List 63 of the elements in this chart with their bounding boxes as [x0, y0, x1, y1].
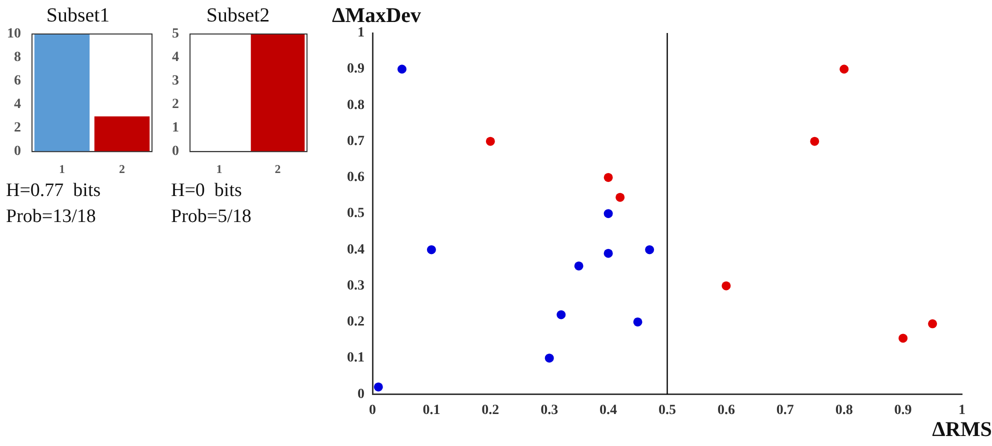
y-tick-label: 0.9: [347, 62, 364, 77]
x-tick-label: 0: [369, 403, 376, 418]
point: [928, 319, 938, 328]
point: [374, 382, 383, 392]
y-tick-label: 4: [14, 97, 21, 112]
x-tick-label: 0.8: [835, 403, 853, 418]
x-tick-label: 0.4: [600, 403, 618, 418]
point: [544, 354, 554, 363]
y-tick-label: 1: [172, 120, 179, 136]
y-tick-label: 2: [172, 97, 179, 112]
x-tick-label: 0.2: [482, 403, 500, 418]
point: [556, 310, 566, 320]
y-axis-title: ΔMaxDev: [332, 2, 422, 27]
x-tick-label: 0.3: [540, 403, 558, 418]
chart-title: Subset1: [46, 4, 110, 26]
point: [486, 136, 495, 146]
point: [397, 64, 406, 74]
point: [898, 334, 908, 343]
x-axis-title: ΔRMS: [932, 417, 992, 442]
y-tick-label: 0.2: [347, 314, 364, 330]
x-tick-label: 0.1: [422, 403, 440, 418]
point: [645, 245, 654, 254]
y-tick-label: 0.3: [347, 278, 364, 294]
point: [574, 261, 584, 270]
y-tick-label: 0.4: [347, 242, 364, 258]
point: [810, 136, 820, 146]
chart-title: Subset2: [206, 4, 270, 26]
text: H=0 bits: [171, 180, 242, 202]
text: H=0.77 bits: [6, 180, 101, 202]
text: Prob=13/18: [6, 206, 96, 228]
y-tick-label: 1: [358, 26, 364, 41]
x-tick-label: 0.9: [894, 403, 912, 418]
x-tick-label: 0.7: [776, 403, 794, 418]
point: [604, 172, 613, 182]
y-tick-label: 4: [172, 50, 179, 66]
y-tick-label: 8: [14, 50, 21, 66]
x-tick-label: 1: [216, 162, 222, 176]
point: [840, 64, 849, 74]
text: Prob=5/18: [171, 206, 252, 228]
y-tick-label: 2: [14, 120, 21, 136]
point: [616, 192, 625, 202]
point: [426, 245, 436, 254]
y-tick-label: 0.1: [347, 350, 364, 366]
y-tick-label: 0: [358, 386, 364, 402]
y-tick-label: 3: [172, 74, 179, 89]
point: [633, 317, 642, 326]
point: [722, 281, 731, 290]
point: [604, 248, 613, 258]
y-tick-label: 0.5: [347, 206, 364, 222]
x-tick-label: 1: [59, 162, 65, 176]
x-tick-label: 2: [274, 162, 281, 176]
point: [604, 209, 613, 218]
x-tick-label: 1: [958, 403, 966, 418]
y-tick-label: 5: [172, 26, 179, 42]
x-tick-label: 2: [119, 162, 125, 176]
y-tick-label: 0.8: [347, 98, 364, 113]
x-tick-label: 0.6: [717, 403, 735, 418]
y-tick-label: 0: [172, 144, 179, 160]
x-tick-label: 0.5: [658, 403, 676, 418]
y-tick-label: 10: [7, 26, 21, 42]
y-tick-label: 6: [14, 74, 21, 89]
y-tick-label: 0: [14, 144, 21, 160]
y-tick-label: 0.7: [347, 134, 364, 149]
